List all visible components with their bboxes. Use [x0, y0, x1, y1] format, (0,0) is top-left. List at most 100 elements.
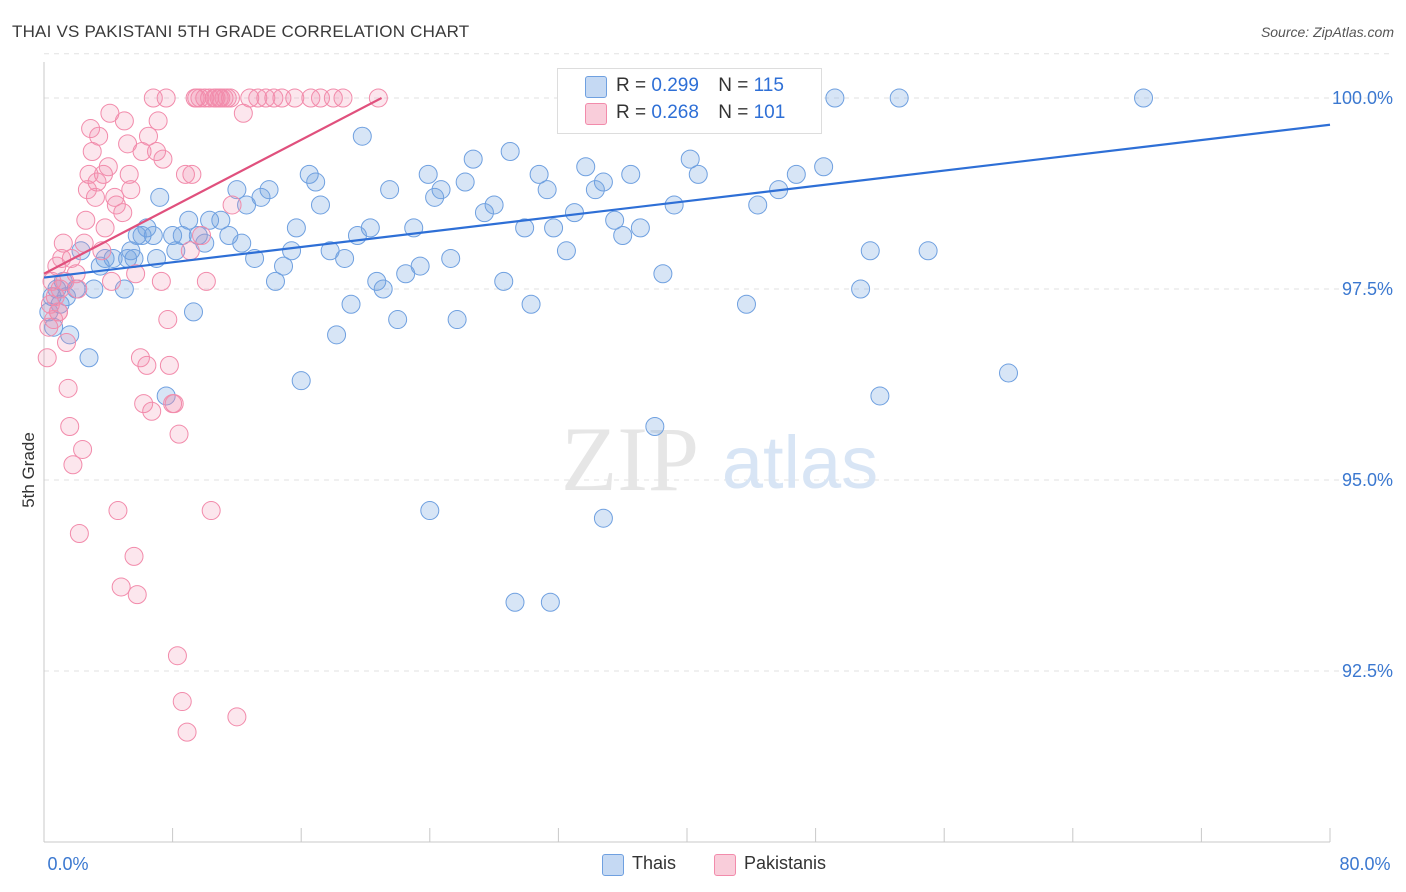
x-tick-label-min: 0.0%: [47, 854, 88, 874]
point-thai-103: [851, 279, 871, 299]
point-thai-72: [484, 195, 504, 215]
point-pakistani-52: [201, 501, 221, 521]
point-pakistani-60: [248, 88, 268, 108]
point-thai-6: [57, 287, 77, 307]
point-pakistani-12: [58, 378, 78, 398]
point-pakistani-96: [200, 88, 220, 108]
point-pakistani-83: [132, 141, 152, 161]
point-thai-51: [327, 325, 347, 345]
point-pakistani-91: [175, 164, 195, 184]
stats-row-thais: R = 0.299 N = 115: [616, 75, 784, 97]
y-tick-labels: 92.5% 95.0% 97.5% 100.0%: [1332, 88, 1393, 681]
trend-line-thai: [43, 123, 1331, 279]
point-thai-30: [183, 302, 203, 322]
point-pakistani-80: [113, 203, 133, 223]
trend-line-pakistani: [43, 97, 383, 275]
point-pakistani-36: [130, 348, 150, 368]
point-pakistani-92: [180, 241, 200, 261]
point-pakistani-75: [81, 119, 101, 139]
point-thai-53: [341, 294, 361, 314]
stats-legend-swatch-pakistanis: [585, 103, 607, 125]
point-thai-90: [653, 264, 673, 284]
point-pakistani-48: [182, 164, 202, 184]
point-thai-55: [352, 126, 372, 146]
point-thai-92: [680, 149, 700, 169]
point-pakistani-47: [177, 722, 197, 742]
n-label: N =: [718, 102, 749, 123]
point-thai-48: [306, 172, 326, 192]
point-thai-58: [373, 279, 393, 299]
legend-label-thais: Thais: [632, 853, 677, 873]
point-thai-68: [447, 310, 467, 330]
y-tick-label-1: 95.0%: [1342, 470, 1393, 490]
point-pakistani-69: [368, 88, 388, 108]
point-thai-14: [103, 248, 123, 268]
point-pakistani-88: [158, 310, 178, 330]
point-thai-93: [688, 164, 708, 184]
point-thai-22: [143, 226, 163, 246]
point-pakistani-28: [105, 187, 125, 207]
point-thai-71: [474, 203, 494, 223]
point-pakistani-27: [102, 271, 122, 291]
point-thai-105: [870, 386, 890, 406]
point-pakistani-100: [220, 88, 240, 108]
point-pakistani-16: [69, 523, 89, 543]
point-thai-113: [1134, 88, 1154, 108]
point-thai-97: [748, 195, 768, 215]
point-pakistani-65: [301, 88, 321, 108]
point-thai-70: [463, 149, 483, 169]
point-pakistani-33: [121, 180, 141, 200]
point-thai-65: [425, 187, 445, 207]
point-thai-49: [310, 195, 330, 215]
trend-lines: [43, 97, 1331, 279]
point-thai-75: [515, 218, 535, 238]
point-pakistani-62: [264, 88, 284, 108]
point-pakistani-43: [159, 355, 179, 375]
point-pakistani-20: [79, 164, 99, 184]
point-pakistani-40: [147, 141, 167, 161]
point-pakistani-84: [137, 355, 157, 375]
point-thai-44: [282, 241, 302, 261]
point-thai-40: [251, 187, 271, 207]
point-thai-42: [265, 271, 285, 291]
point-pakistani-79: [106, 195, 126, 215]
point-pakistani-51: [196, 271, 216, 291]
r-value: 0.299: [651, 75, 699, 96]
point-thai-82: [576, 157, 596, 177]
point-thai-91: [664, 195, 684, 215]
watermark-zip: ZIP: [561, 408, 699, 510]
point-pakistani-45: [167, 646, 187, 666]
point-thai-99: [786, 164, 806, 184]
point-pakistani-87: [153, 149, 173, 169]
point-pakistani-17: [73, 439, 93, 459]
y-tick-label-0: 92.5%: [1342, 661, 1393, 681]
point-thai-73: [494, 271, 514, 291]
point-thai-66: [431, 180, 451, 200]
point-thai-11: [84, 279, 104, 299]
point-pakistani-37: [134, 394, 154, 414]
point-thai-81: [564, 203, 584, 223]
stats-row-pakistanis: R = 0.268 N = 101: [616, 102, 785, 124]
point-pakistani-10: [53, 233, 73, 253]
point-thai-26: [163, 226, 183, 246]
point-thai-67: [441, 248, 461, 268]
point-pakistani-41: [151, 271, 171, 291]
point-pakistani-98: [209, 88, 229, 108]
point-thai-77: [529, 164, 549, 184]
point-thai-69: [455, 172, 475, 192]
point-pakistani-97: [204, 88, 224, 108]
point-pakistani-90: [169, 424, 189, 444]
point-pakistani-64: [285, 88, 305, 108]
watermark-atlas: atlas: [722, 421, 878, 504]
point-thai-111: [540, 592, 560, 612]
point-thai-80: [556, 241, 576, 261]
point-thai-86: [613, 226, 633, 246]
point-thai-47: [299, 164, 319, 184]
chart-title: THAI VS PAKISTANI 5TH GRADE CORRELATION …: [12, 22, 470, 41]
n-label: N =: [718, 75, 749, 96]
point-pakistani-61: [256, 88, 276, 108]
legend-swatch-pakistanis: [714, 854, 736, 876]
point-thai-108: [420, 501, 440, 521]
r-label: R =: [616, 75, 647, 96]
